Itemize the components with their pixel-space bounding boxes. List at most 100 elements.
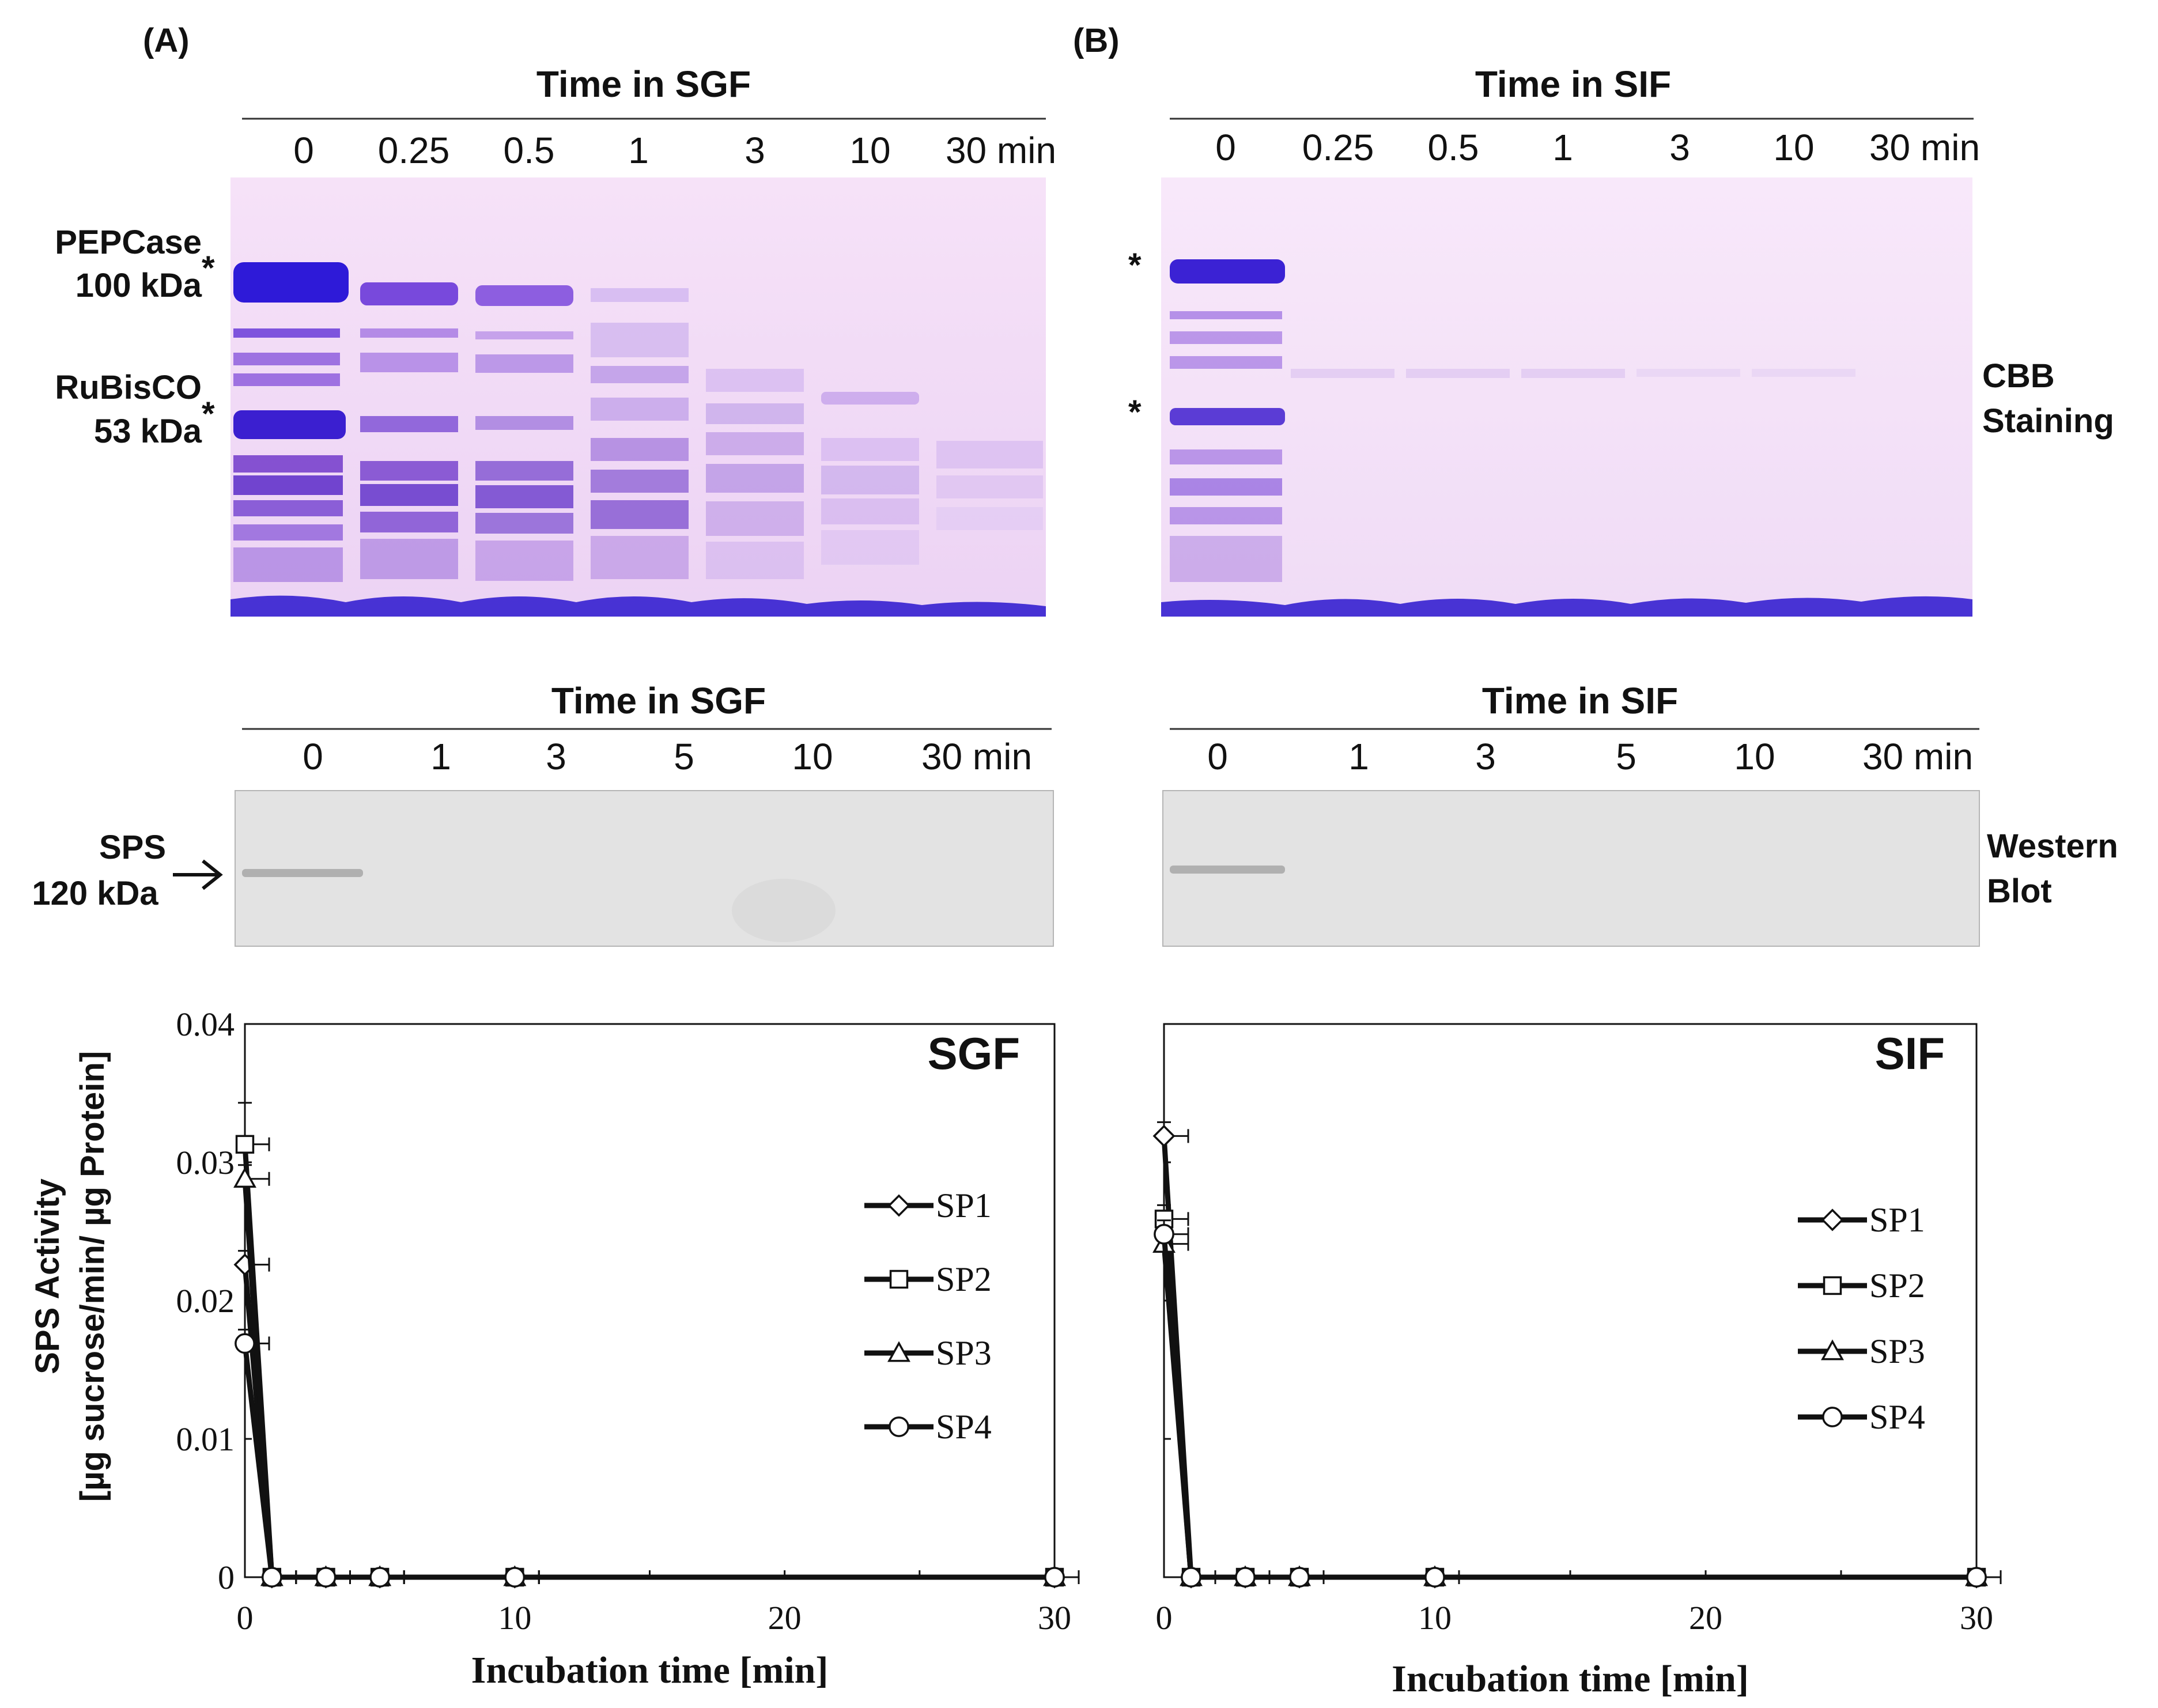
gel-b-lane-2: 0.5	[1428, 127, 1479, 168]
series-sp3	[233, 1164, 1080, 1586]
y-tick-label: 0.01	[176, 1420, 235, 1458]
x-tick-label: 10	[498, 1599, 531, 1637]
blot-b-sps-band	[1170, 866, 1285, 874]
gel-a-lane-labels: 0 0.25 0.5 1 3 10 30 min	[293, 130, 1056, 171]
gel-a-lane-0: 0	[293, 130, 314, 171]
chart-sif: 0 10 20 30 Incubation time [min] SIF SP1 SP2 SP3…	[1152, 1023, 2002, 1700]
series-sp2	[1154, 1204, 2002, 1587]
gel-b-lane-4: 3	[1669, 127, 1690, 168]
blot-b-lane-1: 1	[1348, 736, 1369, 777]
gel-a-lane-6: 30 min	[946, 130, 1056, 171]
data-point-sp4	[1289, 1567, 1310, 1588]
blot-a-background	[235, 790, 1054, 947]
series-line	[242, 1264, 1055, 1580]
blot-b-lane-5: 30 min	[1862, 736, 1973, 777]
blot-b-lane-labels: 0 1 3 5 10 30 min	[1207, 736, 1973, 777]
sps-size: 120 kDa	[32, 875, 158, 912]
gel-b-background	[1161, 177, 1972, 617]
rubisco-size: 53 kDa	[94, 413, 202, 450]
x-tick-label: 30	[1960, 1599, 1993, 1637]
y-tick-label: 0	[218, 1559, 235, 1596]
cbb-label-line1: CBB	[1982, 357, 2055, 395]
chart-title: SIF	[1875, 1028, 1945, 1079]
y-axis-title-line2: [µg sucrose/min/ µg Protein]	[74, 1051, 111, 1502]
gel-b-image	[1161, 177, 1972, 617]
gel-a-lane-4-bands	[706, 369, 804, 579]
pepcase-label: PEPCase	[55, 224, 202, 261]
gel-a-lane-0-bands	[233, 262, 349, 582]
y-tick-label: 0.03	[176, 1144, 235, 1181]
legend-marker-sp2	[889, 1269, 909, 1289]
blot-a-sps-band	[242, 869, 363, 877]
blot-a-lane-labels: 0 1 3 5 10 30 min	[303, 736, 1032, 777]
blot-a-smudge	[732, 879, 836, 942]
pepcase-asterisk: *	[202, 250, 215, 287]
gel-a-lane-3-bands	[591, 288, 689, 579]
data-point-sp4	[1966, 1567, 1987, 1588]
blot-a-lane-2: 3	[546, 736, 566, 777]
gel-b-lane-3: 1	[1552, 127, 1573, 168]
gel-a-lane-5-bands	[821, 392, 919, 565]
legend-label: SP2	[936, 1260, 992, 1298]
y-tick-label: 0.02	[176, 1282, 235, 1320]
series-line	[1161, 1136, 1976, 1580]
gel-a-lane-5: 10	[849, 130, 890, 171]
gel-a-header: Time in SGF	[536, 63, 751, 105]
legend-label: SP1	[1869, 1201, 1925, 1239]
legend: SP1 SP2 SP3 SP4	[1798, 1201, 1925, 1436]
gel-a-lane-4: 3	[744, 130, 765, 171]
sps-label: SPS	[99, 829, 166, 866]
cbb-label-line2: Staining	[1982, 402, 2114, 440]
blot-b-header: Time in SIF	[1482, 680, 1678, 721]
legend-marker-sp4	[1822, 1407, 1843, 1427]
blot-a-markers: SPS 120 kDa	[32, 829, 223, 912]
series-line	[1161, 1234, 1976, 1580]
data-point-sp4	[315, 1567, 337, 1588]
pepcase-size: 100 kDa	[75, 267, 202, 304]
plot-frame	[1163, 1023, 1978, 1578]
blot-a-lane-5: 30 min	[921, 736, 1032, 777]
data-point-sp4	[369, 1567, 391, 1588]
gel-b-lane-1: 0.25	[1302, 127, 1374, 168]
wb-label-line2: Blot	[1987, 872, 2052, 910]
blot-a-lane-4: 10	[792, 736, 833, 777]
series-line	[242, 1144, 1055, 1580]
series-sp4	[1154, 1219, 2002, 1588]
legend-label: SP1	[936, 1186, 992, 1225]
panel-b-label: (B)	[1073, 22, 1120, 59]
legend: SP1 SP2 SP3 SP4	[864, 1186, 992, 1446]
data-point-sp2	[235, 1135, 255, 1154]
rubisco-asterisk: *	[202, 395, 215, 433]
data-point-sp3	[233, 1167, 256, 1188]
blot-a-lane-3: 5	[674, 736, 694, 777]
sps-arrow-icon	[173, 859, 223, 890]
gel-b-lane-labels: 0 0.25 0.5 1 3 10 30 min	[1215, 127, 1980, 168]
gel-a-image	[230, 177, 1046, 617]
series-line	[1161, 1244, 1976, 1580]
data-point-sp4	[261, 1567, 282, 1588]
gel-b-asterisk-1: *	[1128, 247, 1142, 284]
chart-title: SGF	[928, 1028, 1020, 1079]
gel-b-dye-front	[1161, 596, 1972, 617]
blot-b-lane-3: 5	[1616, 736, 1637, 777]
x-tick-label: 0	[237, 1599, 254, 1637]
y-tick-label: 0.04	[176, 1006, 235, 1043]
gel-a-lane-3: 1	[628, 130, 649, 171]
gel-a-dye-front	[230, 595, 1046, 617]
series-line	[242, 1343, 1055, 1580]
gel-b-lane-6: 30 min	[1869, 127, 1980, 168]
chart-sgf: 0 0.01 0.02 0.03 0.04 0 10 20 30 Incubation time …	[176, 1006, 1080, 1691]
series-line	[1161, 1219, 1976, 1580]
gel-a-lane-2: 0.5	[504, 130, 555, 171]
blot-a-image	[235, 790, 1054, 947]
gel-a-lane-1: 0.25	[378, 130, 450, 171]
legend-label: SP3	[1869, 1332, 1925, 1370]
x-axis-title: Incubation time [min]	[1392, 1658, 1749, 1700]
plot-frame	[244, 1023, 1056, 1578]
blot-b-image	[1162, 790, 1980, 947]
y-axis-title-line1: SPS Activity	[29, 1178, 66, 1374]
legend-label: SP4	[1869, 1398, 1925, 1436]
blot-a-header: Time in SGF	[551, 680, 766, 721]
blot-b-lane-0: 0	[1207, 736, 1228, 777]
data-point-sp4	[1181, 1567, 1201, 1588]
